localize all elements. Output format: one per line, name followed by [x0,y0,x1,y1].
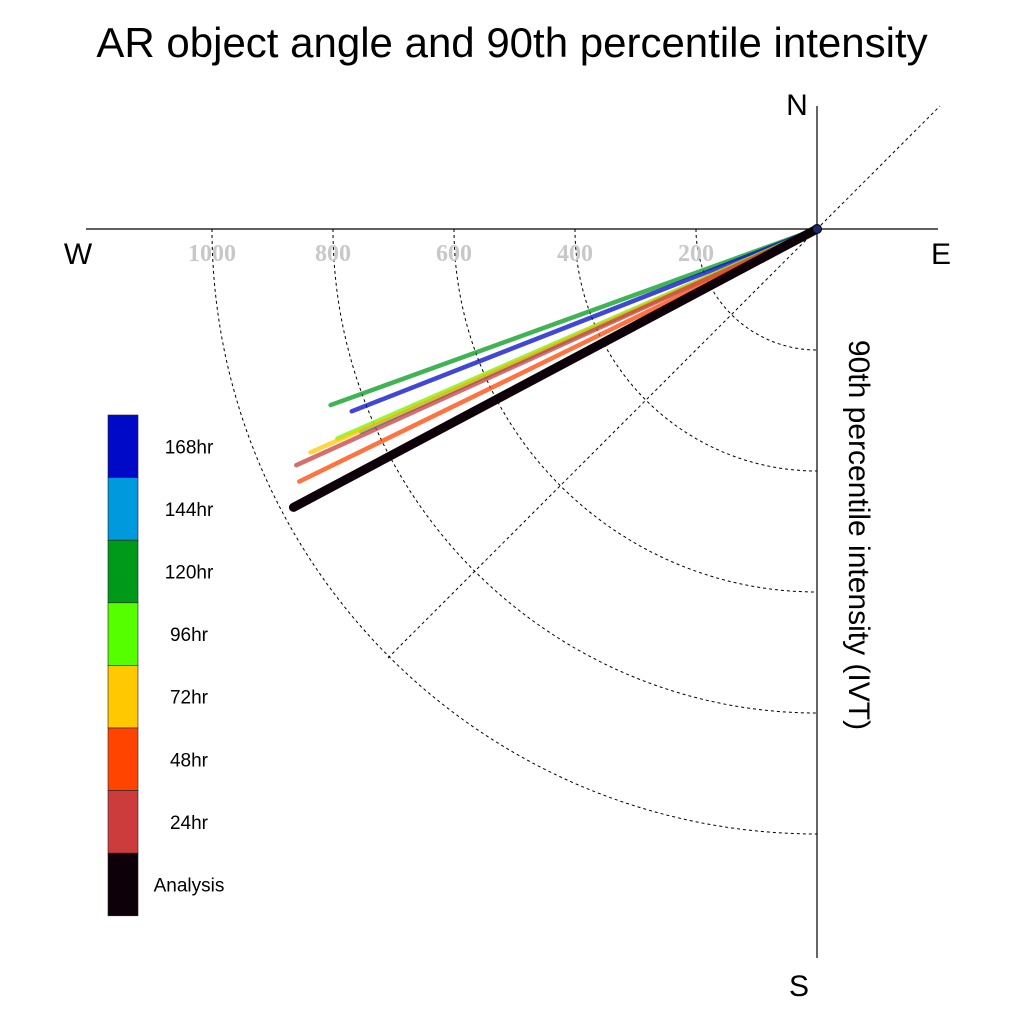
radial-tick-label: 1000 [188,241,236,267]
radial-tick-labels: 200 400 600 800 1000 [188,241,714,267]
polar-grid [211,105,941,835]
radial-tick-label: 400 [557,241,593,267]
series-line-analysis [289,224,822,512]
compass-east: E [931,238,951,271]
legend-label: 24hr [170,813,209,834]
legend-label: 96hr [170,625,209,646]
legend-swatch [107,539,139,604]
grid-arc [211,228,818,835]
series-line-120hr [328,226,820,408]
series-lines [289,224,822,512]
legend-swatch [107,852,139,917]
y-axis-label: 90th percentile intensity (IVT) [842,340,875,730]
origin-marker [812,224,822,234]
series-line-168hr [349,226,820,414]
legend-label: Analysis [154,876,225,897]
series-line-24hr [294,226,820,468]
legend-swatch [107,414,139,478]
radial-tick-label: 200 [678,241,714,267]
radial-tick-label: 600 [436,241,472,267]
legend-label: 168hr [165,437,214,458]
legend-label: 72hr [170,688,209,709]
chart-title: AR object angle and 90th percentile inte… [96,19,927,66]
legend-swatch [107,790,139,854]
legend-swatch [107,727,139,791]
compass-north: N [786,89,808,122]
legend-label: 144hr [165,500,214,521]
legend-label: 48hr [170,750,209,771]
legend: 168hr 144hr 120hr 96hr 72hr 48hr 24hr Analysis [107,414,225,917]
radial-tick-label: 800 [315,241,351,267]
grid-arc [574,228,818,472]
compass-west: W [64,238,93,271]
legend-label: 120hr [165,563,214,584]
compass-south: S [789,970,809,1003]
grid-diagonal [387,105,941,659]
legend-swatch [107,477,139,541]
grid-arc [695,228,818,351]
legend-swatch [107,665,139,729]
legend-swatch [107,602,139,666]
axes [86,106,938,958]
grid-arc [453,228,818,593]
